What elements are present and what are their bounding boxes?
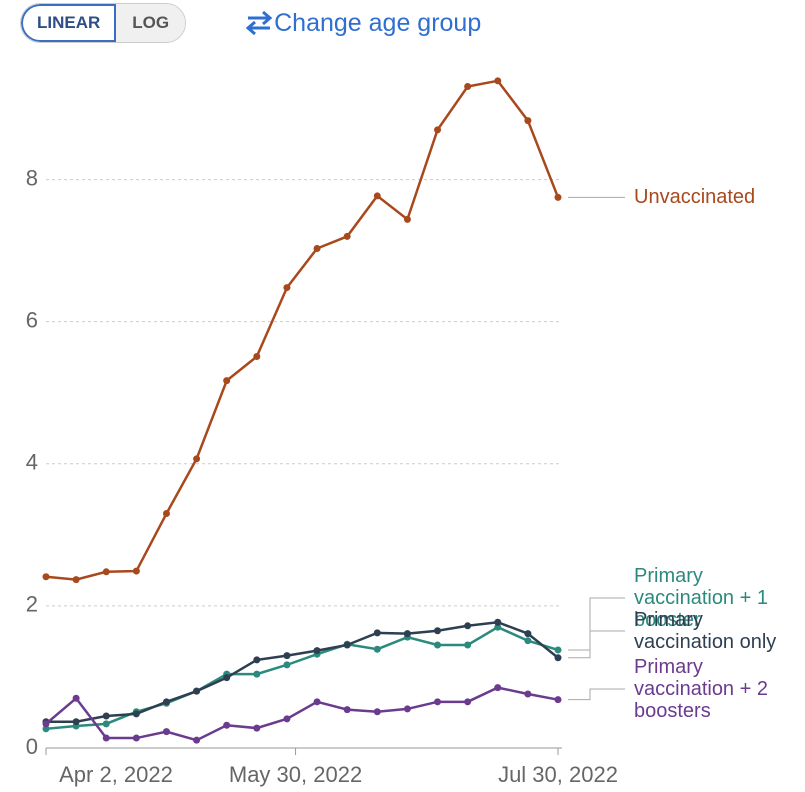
series-label: Primary vaccination + 1 booster	[634, 565, 768, 631]
data-point	[253, 656, 261, 664]
series-line	[45, 625, 559, 731]
data-point	[313, 698, 321, 706]
series-line	[45, 686, 559, 742]
age-group-label[interactable]: Change age group	[274, 8, 482, 37]
data-point	[434, 641, 442, 649]
data-point	[373, 645, 381, 653]
data-point	[72, 694, 80, 702]
data-point	[464, 641, 472, 649]
data-point	[494, 77, 502, 85]
scale-option[interactable]: LINEAR	[21, 4, 117, 42]
swap-icon	[245, 10, 273, 36]
data-point	[283, 715, 291, 723]
data-point	[283, 652, 291, 660]
data-point	[162, 728, 170, 736]
data-point	[223, 377, 231, 385]
data-point	[132, 710, 140, 718]
x-tick-label: Jul 30, 2022	[498, 762, 618, 787]
data-point	[162, 510, 170, 518]
data-point	[434, 698, 442, 706]
data-point	[464, 622, 472, 630]
y-tick-label: 2	[26, 592, 38, 617]
label-connector	[568, 597, 625, 651]
y-tick-label: 4	[26, 450, 38, 475]
data-point	[193, 455, 201, 463]
data-point	[313, 245, 321, 252]
data-point	[343, 706, 351, 714]
data-point	[223, 674, 231, 682]
data-point	[403, 630, 411, 638]
data-point	[494, 684, 502, 692]
y-tick-label: 0	[26, 734, 38, 759]
data-point	[72, 576, 80, 584]
series-line	[45, 79, 560, 581]
data-point	[554, 654, 562, 662]
data-point	[494, 618, 502, 626]
data-point	[434, 126, 442, 134]
data-point	[102, 734, 110, 742]
scale-option[interactable]: LOG	[116, 4, 186, 42]
data-point	[313, 647, 321, 655]
data-point	[102, 712, 110, 720]
label-connector	[568, 688, 625, 701]
scale-toggle: LINEAR LOG	[20, 3, 187, 43]
data-point	[253, 353, 261, 360]
data-point	[42, 573, 50, 581]
data-point	[343, 232, 351, 240]
series-label: Primary vaccination + 2 boosters	[634, 656, 768, 722]
data-point	[283, 661, 291, 669]
data-point	[403, 215, 411, 223]
data-point	[42, 725, 50, 733]
data-point	[132, 567, 140, 575]
data-point	[464, 698, 472, 706]
data-point	[193, 687, 201, 695]
data-point	[524, 630, 532, 638]
x-tick-label: May 30, 2022	[229, 762, 362, 787]
data-point	[343, 641, 351, 649]
series-label: Unvaccinated	[634, 186, 756, 209]
data-point	[283, 284, 291, 292]
data-point	[373, 708, 381, 716]
data-point	[524, 637, 532, 645]
data-point	[524, 117, 532, 125]
x-tick-label: Apr 2, 2022	[59, 762, 173, 787]
data-point	[554, 193, 562, 201]
data-point	[193, 736, 201, 744]
data-point	[253, 670, 261, 678]
data-point	[524, 690, 532, 698]
data-point	[373, 192, 381, 200]
data-point	[403, 705, 411, 713]
data-point	[494, 623, 502, 631]
data-point	[253, 724, 261, 732]
series-line	[46, 620, 559, 723]
controls: LINEAR LOG Change age group	[20, 3, 481, 43]
y-tick-label: 8	[26, 165, 38, 190]
data-point	[162, 698, 170, 706]
series-label: Primary vaccination only	[634, 609, 777, 653]
data-point	[464, 83, 472, 90]
data-point	[373, 629, 381, 637]
data-point	[102, 568, 110, 576]
data-point	[554, 696, 562, 704]
y-tick-label: 6	[26, 307, 38, 332]
data-point	[42, 720, 50, 728]
data-point	[223, 721, 231, 729]
data-point	[102, 720, 110, 728]
data-point	[554, 646, 562, 654]
data-point	[72, 718, 80, 726]
label-connector	[568, 630, 625, 659]
data-point	[132, 734, 140, 742]
change-age-group[interactable]: Change age group	[244, 9, 481, 38]
data-point	[434, 627, 442, 635]
